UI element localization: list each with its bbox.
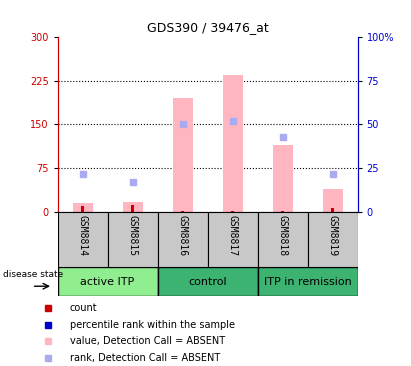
- Bar: [157, 267, 258, 296]
- Bar: [173, 98, 192, 212]
- Bar: [181, 211, 184, 212]
- Bar: [122, 202, 143, 212]
- Title: GDS390 / 39476_at: GDS390 / 39476_at: [147, 21, 268, 34]
- Bar: [73, 203, 92, 212]
- Text: value, Detection Call = ABSENT: value, Detection Call = ABSENT: [70, 336, 225, 346]
- Text: rank, Detection Call = ABSENT: rank, Detection Call = ABSENT: [70, 353, 220, 363]
- Bar: [231, 211, 234, 212]
- Bar: [208, 212, 258, 267]
- Text: active ITP: active ITP: [81, 277, 135, 287]
- Text: ITP in remission: ITP in remission: [264, 277, 351, 287]
- Bar: [307, 212, 358, 267]
- Text: GSM8815: GSM8815: [127, 215, 138, 256]
- Bar: [223, 75, 242, 212]
- Bar: [58, 267, 157, 296]
- Bar: [81, 206, 84, 212]
- Text: GSM8816: GSM8816: [178, 215, 187, 256]
- Text: GSM8819: GSM8819: [328, 215, 337, 256]
- Text: GSM8818: GSM8818: [277, 215, 288, 256]
- Bar: [331, 208, 334, 212]
- Text: GSM8814: GSM8814: [78, 215, 88, 256]
- Bar: [323, 189, 342, 212]
- Bar: [131, 205, 134, 212]
- Text: count: count: [70, 303, 97, 313]
- Bar: [157, 212, 208, 267]
- Bar: [281, 211, 284, 212]
- Text: disease state: disease state: [3, 270, 63, 279]
- Text: GSM8817: GSM8817: [228, 215, 238, 256]
- Text: control: control: [188, 277, 227, 287]
- Bar: [58, 212, 108, 267]
- Bar: [108, 212, 157, 267]
- Bar: [272, 145, 293, 212]
- Text: percentile rank within the sample: percentile rank within the sample: [70, 320, 235, 330]
- Bar: [258, 212, 307, 267]
- Bar: [258, 267, 358, 296]
